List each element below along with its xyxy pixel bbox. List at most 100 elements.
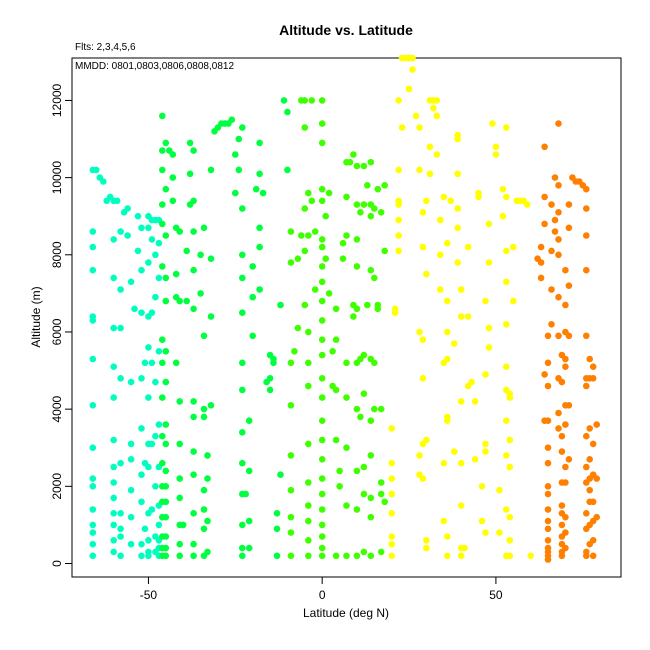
data-point	[419, 375, 427, 382]
data-point	[332, 436, 340, 444]
data-point	[395, 197, 402, 205]
data-point	[152, 483, 159, 490]
data-point	[145, 224, 152, 232]
data-point	[318, 394, 326, 401]
data-point	[305, 537, 312, 544]
data-point	[544, 417, 552, 425]
data-point	[127, 486, 135, 494]
data-point	[148, 440, 156, 448]
data-point	[506, 513, 514, 521]
data-point	[152, 378, 159, 386]
y-tick-label: 4000	[50, 395, 64, 422]
y-tick-label: 10000	[50, 161, 64, 195]
data-point	[325, 189, 333, 197]
data-point	[395, 166, 402, 174]
data-point	[291, 348, 298, 355]
data-point	[305, 552, 312, 560]
data-point	[148, 359, 156, 367]
data-point	[190, 552, 197, 560]
data-point	[190, 228, 197, 235]
data-point	[562, 421, 569, 428]
data-point	[138, 224, 145, 232]
data-point	[353, 162, 361, 170]
data-point	[482, 529, 489, 536]
data-point	[416, 166, 423, 174]
data-point	[336, 483, 343, 490]
data-point	[353, 263, 361, 270]
data-point	[305, 517, 312, 525]
data-point	[145, 394, 152, 401]
data-point	[544, 552, 552, 560]
data-point	[273, 525, 281, 533]
y-axis-label: Altitude (m)	[29, 286, 43, 347]
data-point	[110, 324, 117, 332]
data-point	[562, 544, 569, 552]
axes-group: -50 0 50 0 2000 4000 6000 8000 10000 12000	[50, 83, 503, 602]
data-point	[266, 375, 274, 382]
data-point	[169, 174, 177, 181]
data-point	[583, 552, 590, 560]
data-point	[503, 193, 510, 201]
data-point	[416, 328, 423, 336]
data-point	[162, 232, 170, 239]
points-group	[89, 54, 600, 563]
data-point	[305, 359, 312, 367]
data-point	[235, 166, 243, 174]
data-point	[110, 521, 117, 529]
data-point	[391, 309, 399, 317]
data-point	[162, 498, 170, 506]
data-point	[155, 274, 163, 282]
y-tick-label: 0	[50, 560, 64, 567]
data-point	[589, 498, 597, 506]
data-point	[395, 97, 402, 104]
data-point	[239, 205, 246, 212]
data-point	[558, 521, 566, 529]
data-point	[138, 375, 145, 382]
data-point	[450, 340, 458, 347]
data-point	[117, 525, 124, 533]
data-point	[360, 390, 368, 398]
data-point	[350, 313, 357, 320]
data-point	[471, 456, 479, 463]
data-point	[371, 405, 378, 413]
data-point	[360, 162, 368, 170]
data-point	[200, 413, 208, 421]
data-point	[377, 405, 385, 413]
y-tick-label: 8000	[50, 241, 64, 268]
data-point	[148, 309, 156, 317]
data-point	[113, 197, 121, 205]
data-point	[485, 259, 493, 266]
data-point	[162, 297, 170, 305]
data-point	[183, 297, 190, 305]
data-point	[186, 170, 194, 178]
x-tick-label: 50	[489, 588, 503, 602]
data-point	[318, 436, 326, 444]
data-point	[503, 278, 510, 286]
data-point	[377, 490, 385, 498]
data-point	[332, 386, 340, 394]
data-point	[503, 247, 510, 255]
data-point	[367, 513, 375, 521]
data-point	[548, 286, 555, 293]
data-point	[190, 197, 197, 205]
data-point	[204, 452, 211, 459]
data-point	[388, 533, 396, 540]
data-point	[298, 232, 305, 239]
data-point	[555, 236, 562, 243]
data-point	[565, 201, 573, 208]
data-point	[138, 498, 145, 506]
data-point	[454, 259, 462, 266]
data-point	[162, 139, 170, 147]
data-point	[131, 305, 138, 313]
data-point	[301, 247, 309, 255]
data-point	[252, 185, 260, 193]
data-point	[162, 421, 170, 428]
data-point	[318, 236, 326, 243]
data-point	[305, 382, 312, 390]
data-point	[318, 139, 326, 147]
data-point	[589, 363, 597, 371]
x-tick-label: 0	[319, 588, 326, 602]
data-point	[496, 529, 503, 536]
data-point	[204, 517, 211, 525]
